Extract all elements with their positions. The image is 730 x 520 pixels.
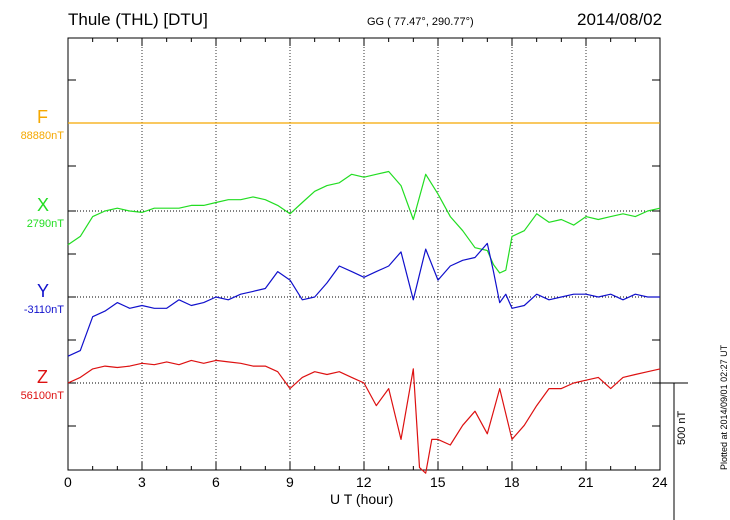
x-tick-label: 9 (286, 474, 294, 490)
x-tick-label: 0 (64, 474, 72, 490)
channel-label-y: Y (37, 281, 50, 301)
date-label: 2014/08/02 (577, 10, 663, 29)
channel-label-z: Z (37, 367, 48, 387)
channel-baseline-y: -3110nT (23, 304, 64, 316)
x-tick-label: 3 (138, 474, 146, 490)
series-line-y (67, 242, 660, 357)
x-tick-label: 24 (652, 474, 668, 490)
coordinates-label: GG ( 77.47°, 290.77°) (367, 16, 474, 28)
channel-baseline-x: 2790nT (26, 218, 64, 230)
x-tick-label: 15 (430, 474, 446, 490)
x-axis-title: U T (hour) (330, 491, 394, 507)
scale-bar-label: 500 nT (676, 410, 688, 445)
series-line-x (67, 170, 661, 274)
x-tick-label: 12 (356, 474, 372, 490)
x-tick-label: 21 (578, 474, 594, 490)
channel-label-f: F (37, 107, 48, 127)
channel-label-x: X (37, 195, 50, 215)
channel-baseline-f: 88880nT (20, 130, 64, 142)
x-tick-label: 18 (504, 474, 520, 490)
series-line-z (67, 359, 661, 474)
x-tick-label: 6 (212, 474, 220, 490)
channel-baseline-z: 56100nT (20, 390, 64, 402)
plotted-timestamp: Plotted at 2014/09/01 02:27 UT (719, 344, 729, 470)
station-title: Thule (THL) [DTU] (68, 10, 208, 29)
